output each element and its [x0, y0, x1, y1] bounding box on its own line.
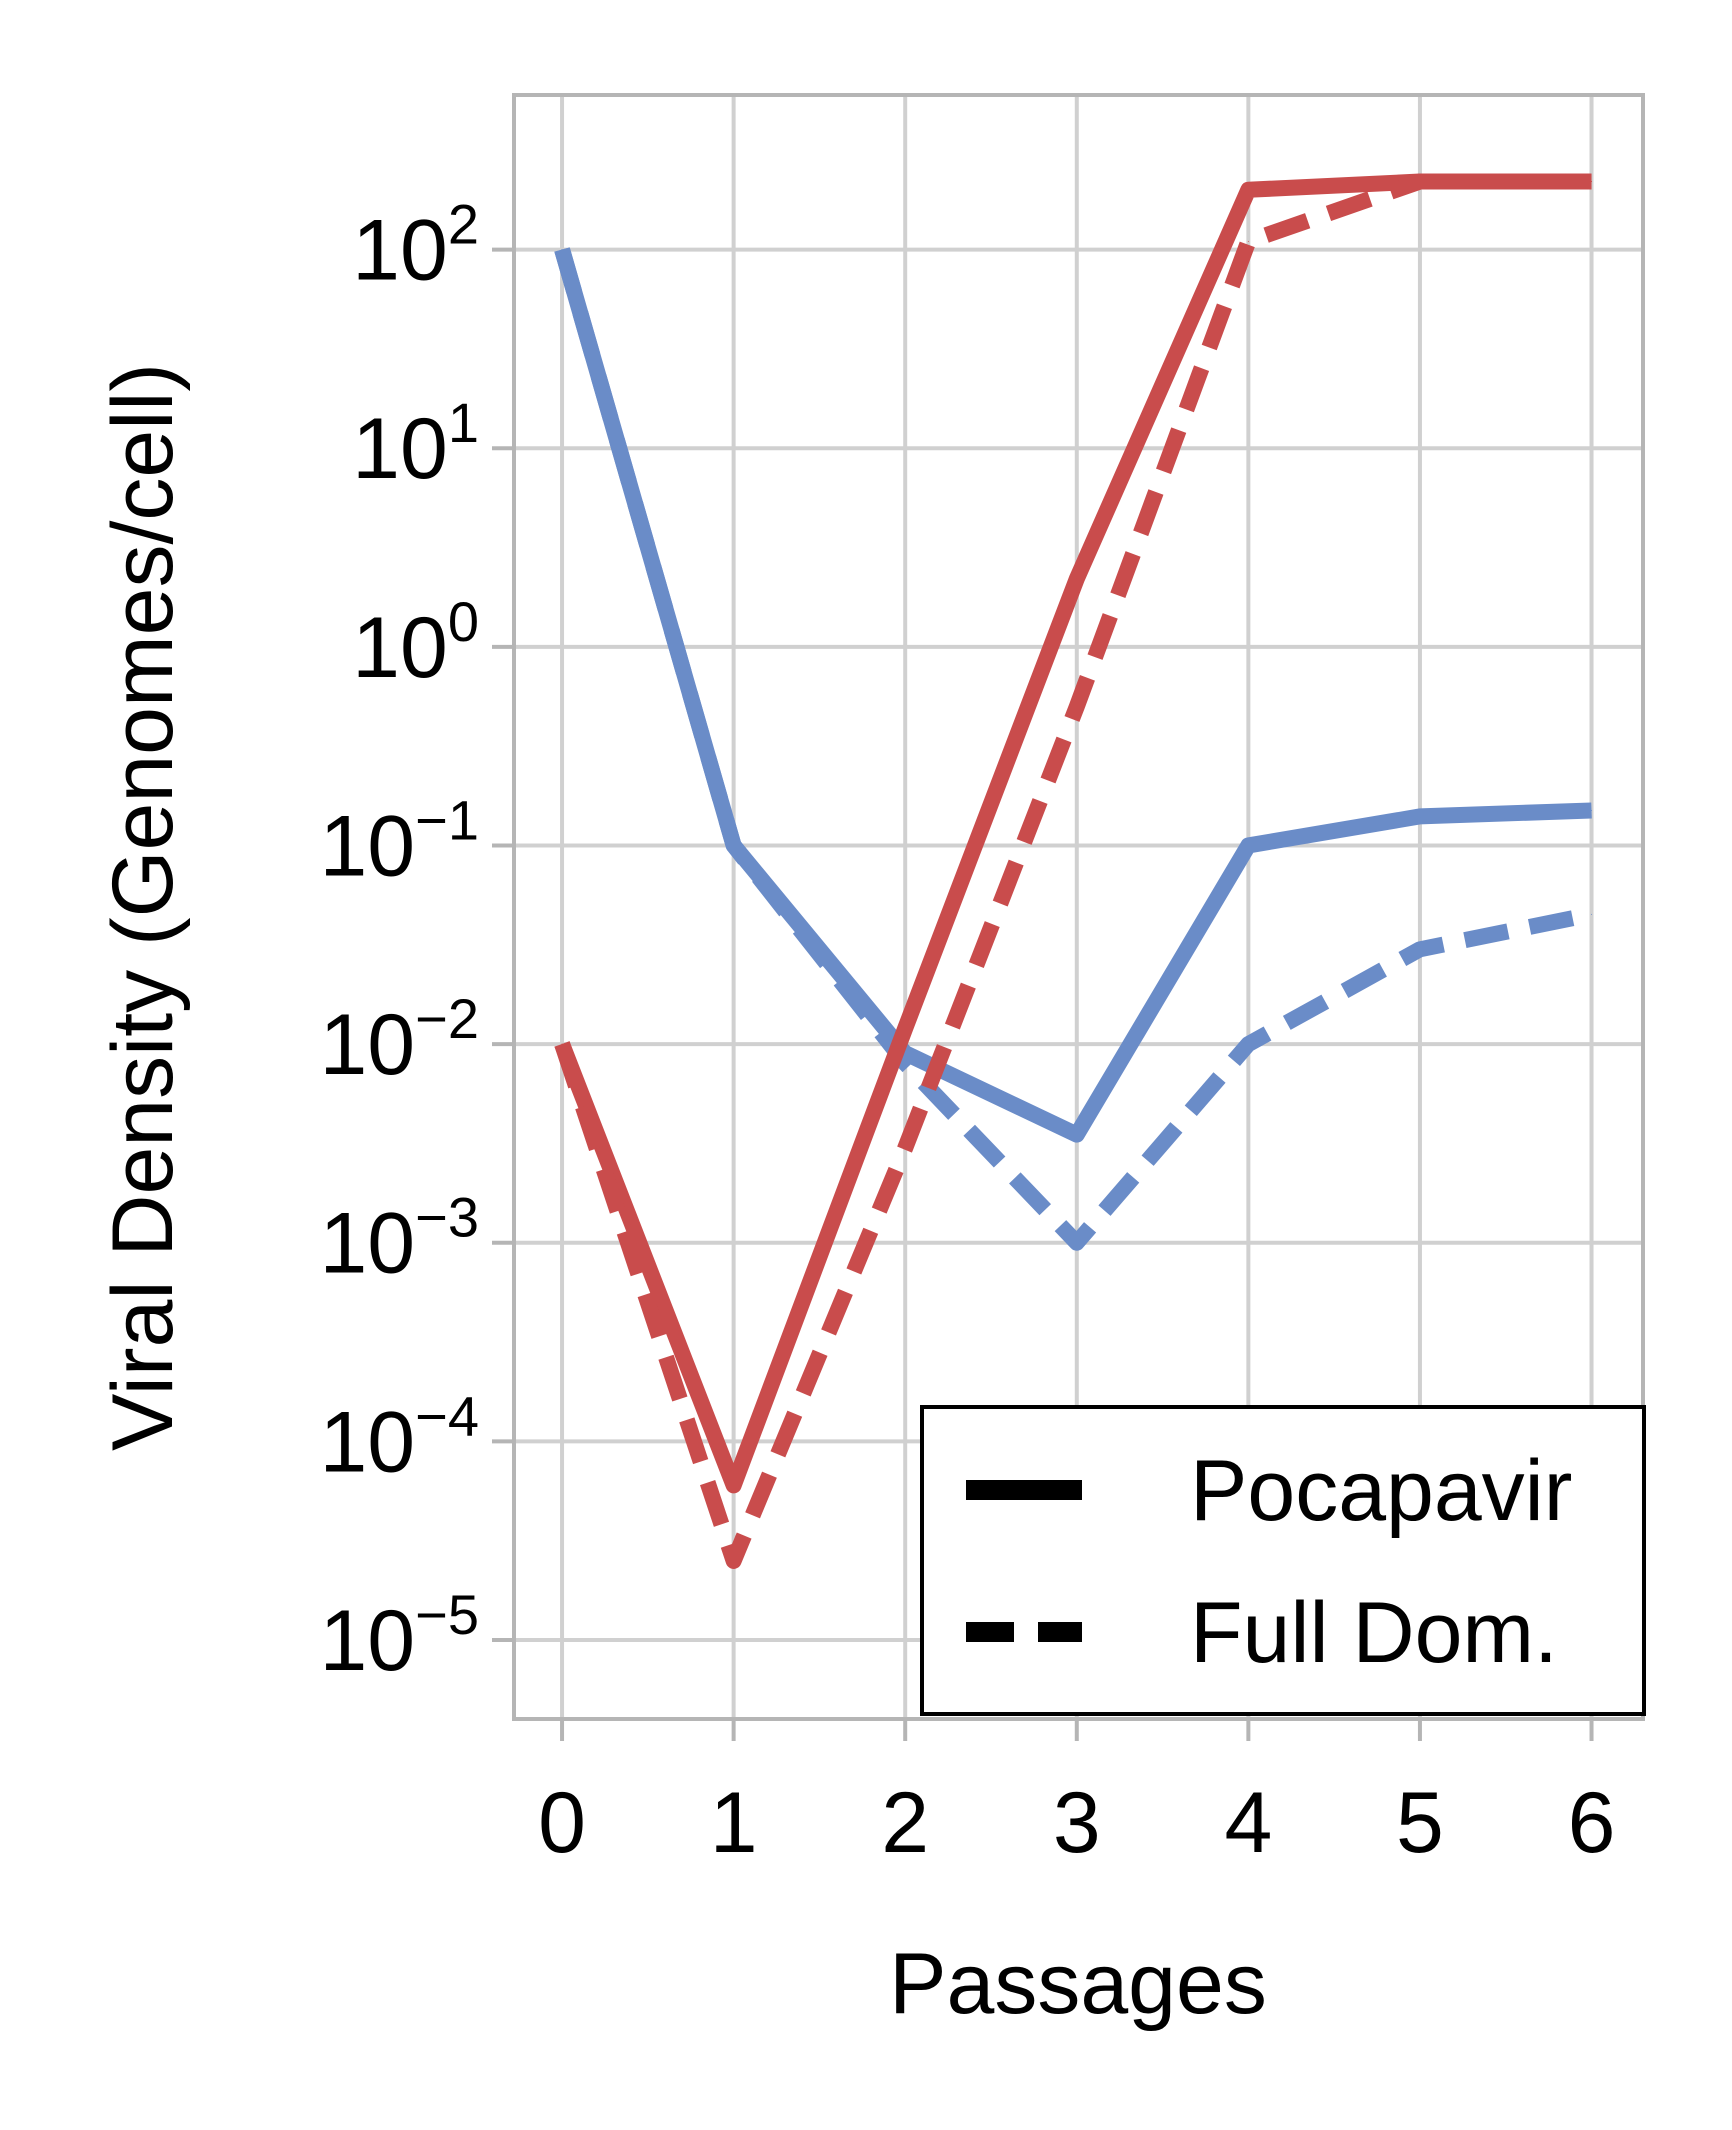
- x-tick-label: 3: [1053, 1775, 1101, 1871]
- data-point: [733, 844, 735, 846]
- data-point: [561, 1043, 563, 1045]
- x-tick-label: 2: [881, 1775, 929, 1871]
- data-point: [1419, 948, 1421, 950]
- data-point: [1076, 1242, 1078, 1244]
- data-point: [1076, 1134, 1078, 1136]
- y-tick-label: 10−5: [319, 1583, 479, 1689]
- y-axis-label: Viral Density (Genomes/cell): [95, 363, 191, 1451]
- y-axis-ticks: 10−5 10−4 10−3 10−2 10−1 100 101 102: [319, 193, 514, 1689]
- x-axis-ticks: 0 1 2 3 4 5 6: [538, 1719, 1615, 1871]
- grid: [514, 95, 1643, 1719]
- x-tick-label: 5: [1396, 1775, 1444, 1871]
- legend: Pocapavir Full Dom.: [920, 1405, 1646, 1716]
- x-tick-label: 0: [538, 1775, 586, 1871]
- x-tick-label: 4: [1224, 1775, 1272, 1871]
- legend-box: [920, 1405, 1646, 1716]
- series-layer: [554, 173, 1594, 1569]
- legend-label-full-dom: Full Dom.: [1190, 1585, 1558, 1681]
- y-tick-label: 101: [352, 391, 479, 497]
- legend-label-pocapavir: Pocapavir: [1190, 1443, 1572, 1539]
- y-tick-label: 10−1: [319, 788, 479, 894]
- data-point: [1591, 181, 1593, 183]
- data-point: [1591, 913, 1593, 915]
- data-point: [1247, 1043, 1249, 1045]
- y-tick-label: 102: [352, 193, 479, 299]
- data-point: [1419, 181, 1421, 183]
- data-point: [1591, 809, 1593, 811]
- y-tick-label: 100: [352, 590, 479, 696]
- data-point: [1076, 706, 1078, 708]
- data-point: [1419, 815, 1421, 817]
- data-point: [904, 1027, 906, 1029]
- y-tick-label: 10−2: [319, 987, 479, 1093]
- data-point: [1076, 578, 1078, 580]
- y-tick-label: 10−3: [319, 1186, 479, 1292]
- data-point: [1247, 844, 1249, 846]
- data-point: [904, 1147, 906, 1149]
- data-point: [1247, 240, 1249, 242]
- x-tick-label: 6: [1568, 1775, 1616, 1871]
- x-tick-label: 1: [710, 1775, 758, 1871]
- data-point: [561, 249, 563, 251]
- data-point: [733, 1560, 735, 1562]
- data-point: [733, 1484, 735, 1486]
- data-point: [1247, 189, 1249, 191]
- y-tick-label: 10−4: [319, 1384, 479, 1490]
- x-axis-label: Passages: [889, 1936, 1267, 2032]
- data-point: [904, 1062, 906, 1064]
